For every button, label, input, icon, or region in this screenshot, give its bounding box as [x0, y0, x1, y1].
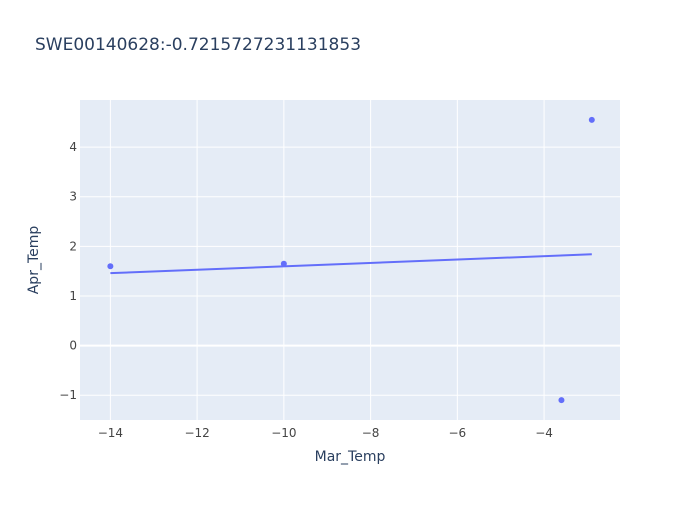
y-tick-label: 0	[69, 339, 77, 353]
y-tick-label: −1	[59, 388, 77, 402]
series-layer	[107, 116, 595, 404]
x-tick-label: −14	[98, 426, 123, 440]
scatter-point	[588, 116, 595, 123]
x-axis-title: Mar_Temp	[315, 449, 386, 465]
y-tick-label: 3	[69, 190, 77, 204]
scatter-point	[558, 397, 565, 404]
x-tick-labels: −14 −12 −10 −8 −6 −4	[98, 426, 553, 440]
chart-title: SWE00140628:-0.7215727231131853	[35, 35, 361, 55]
y-axis-title: Apr_Temp	[26, 226, 42, 295]
trend-line	[110, 253, 592, 275]
scatter-point	[107, 263, 114, 270]
y-tick-labels: −1 0 1 2 3 4	[59, 140, 77, 402]
x-tick-label: −8	[362, 426, 380, 440]
y-tick-label: 4	[69, 140, 77, 154]
x-tick-label: −4	[535, 426, 553, 440]
x-tick-label: −12	[184, 426, 209, 440]
x-tick-label: −10	[271, 426, 296, 440]
scatter-point	[280, 260, 287, 267]
plot-area	[80, 100, 620, 420]
grid-lines	[80, 100, 620, 420]
x-tick-label: −6	[448, 426, 466, 440]
y-tick-label: 2	[69, 239, 77, 253]
y-tick-label: 1	[69, 289, 77, 303]
